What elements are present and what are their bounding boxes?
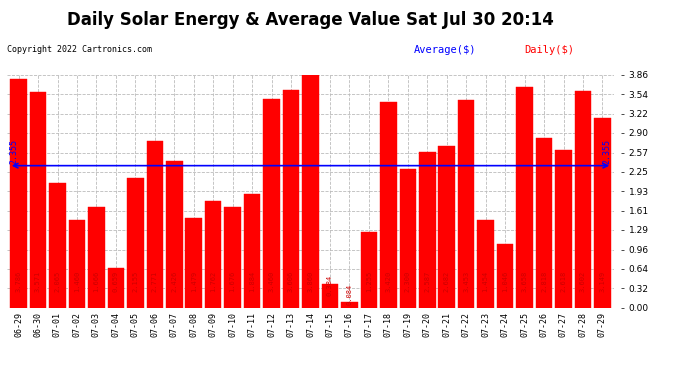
Bar bbox=[49, 183, 66, 308]
Bar bbox=[575, 90, 591, 308]
Bar bbox=[264, 99, 280, 308]
Text: 3.571: 3.571 bbox=[35, 271, 41, 292]
Bar bbox=[69, 219, 86, 308]
Bar bbox=[419, 152, 435, 308]
Text: 2.618: 2.618 bbox=[560, 271, 566, 292]
Bar bbox=[477, 220, 494, 308]
Text: 3.420: 3.420 bbox=[385, 271, 391, 292]
Text: 1.479: 1.479 bbox=[190, 271, 197, 292]
Bar bbox=[361, 232, 377, 308]
Text: Copyright 2022 Cartronics.com: Copyright 2022 Cartronics.com bbox=[7, 45, 152, 54]
Bar bbox=[205, 201, 221, 308]
Text: 2.300: 2.300 bbox=[405, 271, 411, 292]
Text: 2.355: 2.355 bbox=[602, 140, 611, 165]
Bar bbox=[88, 207, 105, 308]
Text: 3.149: 3.149 bbox=[600, 271, 605, 292]
Text: 1.884: 1.884 bbox=[249, 271, 255, 292]
Text: 2.771: 2.771 bbox=[152, 271, 158, 292]
Text: 2.682: 2.682 bbox=[444, 271, 450, 292]
Text: 1.762: 1.762 bbox=[210, 271, 216, 292]
Text: 2.426: 2.426 bbox=[171, 271, 177, 292]
Bar bbox=[458, 99, 475, 308]
Bar bbox=[535, 138, 552, 308]
Text: 1.255: 1.255 bbox=[366, 271, 372, 292]
Bar bbox=[244, 194, 260, 308]
Bar bbox=[146, 141, 163, 308]
Text: 3.453: 3.453 bbox=[463, 271, 469, 292]
Text: 1.046: 1.046 bbox=[502, 271, 508, 292]
Text: 0.084: 0.084 bbox=[346, 284, 353, 305]
Text: 1.666: 1.666 bbox=[93, 271, 99, 292]
Bar bbox=[108, 268, 124, 308]
Bar bbox=[224, 207, 241, 308]
Text: 3.860: 3.860 bbox=[308, 271, 313, 292]
Bar bbox=[497, 244, 513, 308]
Text: 2.355: 2.355 bbox=[10, 140, 19, 165]
Text: 2.587: 2.587 bbox=[424, 271, 431, 292]
Text: 0.659: 0.659 bbox=[113, 271, 119, 292]
Text: Daily($): Daily($) bbox=[524, 45, 574, 55]
Text: 3.460: 3.460 bbox=[268, 271, 275, 292]
Text: 2.818: 2.818 bbox=[541, 271, 547, 292]
Bar bbox=[166, 161, 183, 308]
Text: 3.606: 3.606 bbox=[288, 271, 294, 292]
Bar bbox=[10, 80, 27, 308]
Text: 1.454: 1.454 bbox=[482, 271, 489, 292]
Bar bbox=[341, 303, 357, 307]
Bar bbox=[516, 87, 533, 308]
Bar bbox=[594, 118, 611, 308]
Bar bbox=[322, 284, 338, 308]
Bar bbox=[380, 102, 397, 308]
Bar bbox=[555, 150, 572, 308]
Text: 2.155: 2.155 bbox=[132, 271, 139, 292]
Text: 3.602: 3.602 bbox=[580, 271, 586, 292]
Bar bbox=[127, 178, 144, 308]
Text: Average($): Average($) bbox=[414, 45, 477, 55]
Bar bbox=[186, 218, 202, 308]
Bar bbox=[30, 92, 46, 308]
Text: 3.786: 3.786 bbox=[16, 271, 21, 292]
Bar bbox=[438, 146, 455, 308]
Text: 1.676: 1.676 bbox=[230, 271, 236, 292]
Text: 1.460: 1.460 bbox=[74, 271, 80, 292]
Text: 2.065: 2.065 bbox=[55, 271, 61, 292]
Bar bbox=[302, 75, 319, 307]
Text: 0.384: 0.384 bbox=[327, 274, 333, 296]
Text: Daily Solar Energy & Average Value Sat Jul 30 20:14: Daily Solar Energy & Average Value Sat J… bbox=[67, 11, 554, 29]
Text: 3.658: 3.658 bbox=[522, 271, 528, 292]
Bar bbox=[400, 169, 416, 308]
Bar bbox=[283, 90, 299, 308]
